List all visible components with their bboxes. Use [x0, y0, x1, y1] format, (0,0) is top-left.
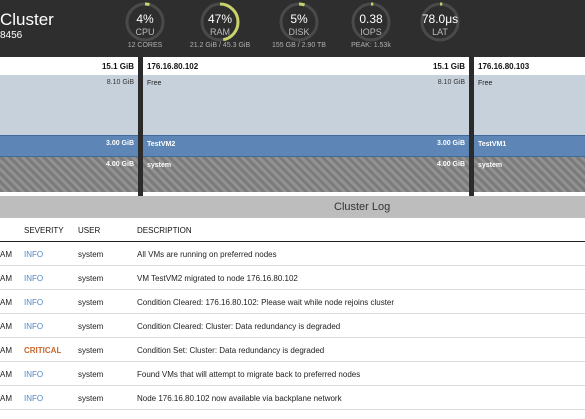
log-severity: INFO — [24, 394, 44, 403]
node-capacity: 15.1 GiB — [432, 62, 465, 71]
cluster-id: 8456 — [0, 30, 23, 41]
latency-gauge-dial — [420, 2, 460, 42]
vm-memory-segment[interactable]: TestVM1 — [474, 135, 585, 157]
log-user: system — [78, 298, 104, 307]
free-size: 8.10 GiB — [437, 79, 465, 86]
node-header: 176.16.80.103 — [474, 57, 585, 75]
free-label: Free — [147, 80, 162, 87]
system-memory-segment: system 4.00 GiB — [143, 157, 469, 192]
vm-label: TestVM1 — [478, 141, 507, 148]
node-ip: 176.16.80.102 — [147, 62, 199, 71]
log-user: system — [78, 274, 104, 283]
iops-label: IOPS — [360, 27, 382, 37]
system-label: system — [478, 162, 503, 169]
disk-gauge-dial — [279, 2, 319, 42]
ram-value: 47% — [207, 12, 233, 26]
disk-subtext: 155 GB / 2.90 TB — [272, 42, 326, 49]
log-row[interactable]: AM INFO system Node 176.16.80.102 now av… — [0, 386, 585, 410]
log-time: AM — [0, 274, 12, 283]
log-row[interactable]: AM INFO system All VMs are running on pr… — [0, 242, 585, 266]
log-severity: INFO — [24, 274, 44, 283]
node-ip: 176.16.80.103 — [478, 62, 530, 71]
log-severity: INFO — [24, 370, 44, 379]
latency-value: 78.0μs — [421, 12, 459, 26]
log-description: Condition Cleared: Cluster: Data redunda… — [137, 322, 341, 331]
user-column-header[interactable]: USER — [78, 226, 101, 235]
ram-label: RAM — [210, 27, 230, 37]
vm-memory-segment[interactable]: 3.00 GiB — [0, 135, 138, 157]
cluster-log-bar[interactable]: Cluster Log — [0, 196, 585, 218]
log-user: system — [78, 370, 104, 379]
node-header: 15.1 GiB — [0, 57, 138, 75]
log-time: AM — [0, 394, 12, 403]
node-header: 176.16.80.102 15.1 GiB — [143, 57, 469, 75]
cpu-label: CPU — [135, 27, 155, 37]
free-memory-segment: Free 8.10 GiB — [143, 75, 469, 135]
system-memory-segment: 4.00 GiB — [0, 157, 138, 192]
system-size: 4.00 GiB — [436, 161, 465, 168]
free-memory-segment: Free — [474, 75, 585, 135]
node-panel-176-16-80-102[interactable]: 176.16.80.102 15.1 GiB Free 8.10 GiB Tes… — [143, 57, 469, 196]
cpu-subtext: 12 CORES — [127, 42, 163, 49]
cpu-value: 4% — [136, 12, 154, 26]
vm-memory-segment[interactable]: TestVM2 3.00 GiB — [143, 135, 469, 157]
system-size: 4.00 GiB — [105, 161, 134, 168]
log-time: AM — [0, 370, 12, 379]
system-memory-segment: system — [474, 157, 585, 192]
free-memory-segment: 8.10 GiB — [0, 75, 138, 135]
vm-size: 3.00 GiB — [436, 140, 465, 147]
ram-subtext: 21.2 GiB / 45.3 GiB — [189, 42, 251, 49]
disk-value: 5% — [290, 12, 308, 26]
log-severity: INFO — [24, 322, 44, 331]
latency-label: LAT — [432, 27, 448, 37]
node-memory-area: 15.1 GiB 8.10 GiB 3.00 GiB 4.00 GiB 176.… — [0, 57, 585, 196]
log-time: AM — [0, 346, 12, 355]
log-row[interactable]: AM CRITICAL system Condition Set: Cluste… — [0, 338, 585, 362]
cpu-gauge-dial — [125, 2, 165, 42]
log-description: Condition Cleared: 176.16.80.102: Please… — [137, 298, 395, 307]
description-column-header[interactable]: DESCRIPTION — [137, 226, 192, 235]
cluster-log-title: Cluster Log — [334, 201, 391, 213]
node-capacity: 15.1 GiB — [101, 62, 134, 71]
log-column-headers: SEVERITY USER DESCRIPTION — [0, 218, 585, 242]
node-panel-176-16-80-103[interactable]: 176.16.80.103 Free TestVM1 system — [474, 57, 585, 196]
iops-value: 0.38 — [359, 12, 383, 26]
log-description: Found VMs that will attempt to migrate b… — [137, 370, 361, 379]
disk-label: DISK — [288, 27, 310, 37]
free-size: 8.10 GiB — [106, 79, 134, 86]
cluster-title: Cluster — [0, 10, 54, 29]
log-time: AM — [0, 322, 12, 331]
log-time: AM — [0, 250, 12, 259]
node-panel-1[interactable]: 15.1 GiB 8.10 GiB 3.00 GiB 4.00 GiB — [0, 57, 138, 196]
log-description: Node 176.16.80.102 now available via bac… — [137, 394, 342, 403]
iops-subtext: PEAK: 1.53k — [351, 42, 391, 49]
log-user: system — [78, 322, 104, 331]
log-row[interactable]: AM INFO system Condition Cleared: Cluste… — [0, 314, 585, 338]
log-row[interactable]: AM INFO system VM TestVM2 migrated to no… — [0, 266, 585, 290]
cluster-header: Cluster 8456 4% CPU 12 CORES 47% RAM 21.… — [0, 0, 585, 57]
log-user: system — [78, 394, 104, 403]
log-description: All VMs are running on preferred nodes — [137, 250, 277, 259]
log-user: system — [78, 346, 104, 355]
severity-column-header[interactable]: SEVERITY — [24, 226, 64, 235]
vm-size: 3.00 GiB — [105, 140, 134, 147]
log-user: system — [78, 250, 104, 259]
node-divider — [138, 57, 143, 196]
log-description: VM TestVM2 migrated to node 176.16.80.10… — [137, 274, 298, 283]
log-severity: INFO — [24, 298, 44, 307]
vm-label: TestVM2 — [147, 141, 176, 148]
log-severity: INFO — [24, 250, 44, 259]
node-divider — [469, 57, 474, 196]
log-row[interactable]: AM INFO system Condition Cleared: 176.16… — [0, 290, 585, 314]
system-label: system — [147, 162, 172, 169]
iops-gauge-dial — [351, 2, 391, 42]
free-label: Free — [478, 80, 493, 87]
ram-gauge-dial — [200, 2, 240, 42]
log-description: Condition Set: Cluster: Data redundancy … — [137, 346, 325, 355]
log-severity: CRITICAL — [24, 346, 62, 355]
log-row[interactable]: AM INFO system Found VMs that will attem… — [0, 362, 585, 386]
log-time: AM — [0, 298, 12, 307]
